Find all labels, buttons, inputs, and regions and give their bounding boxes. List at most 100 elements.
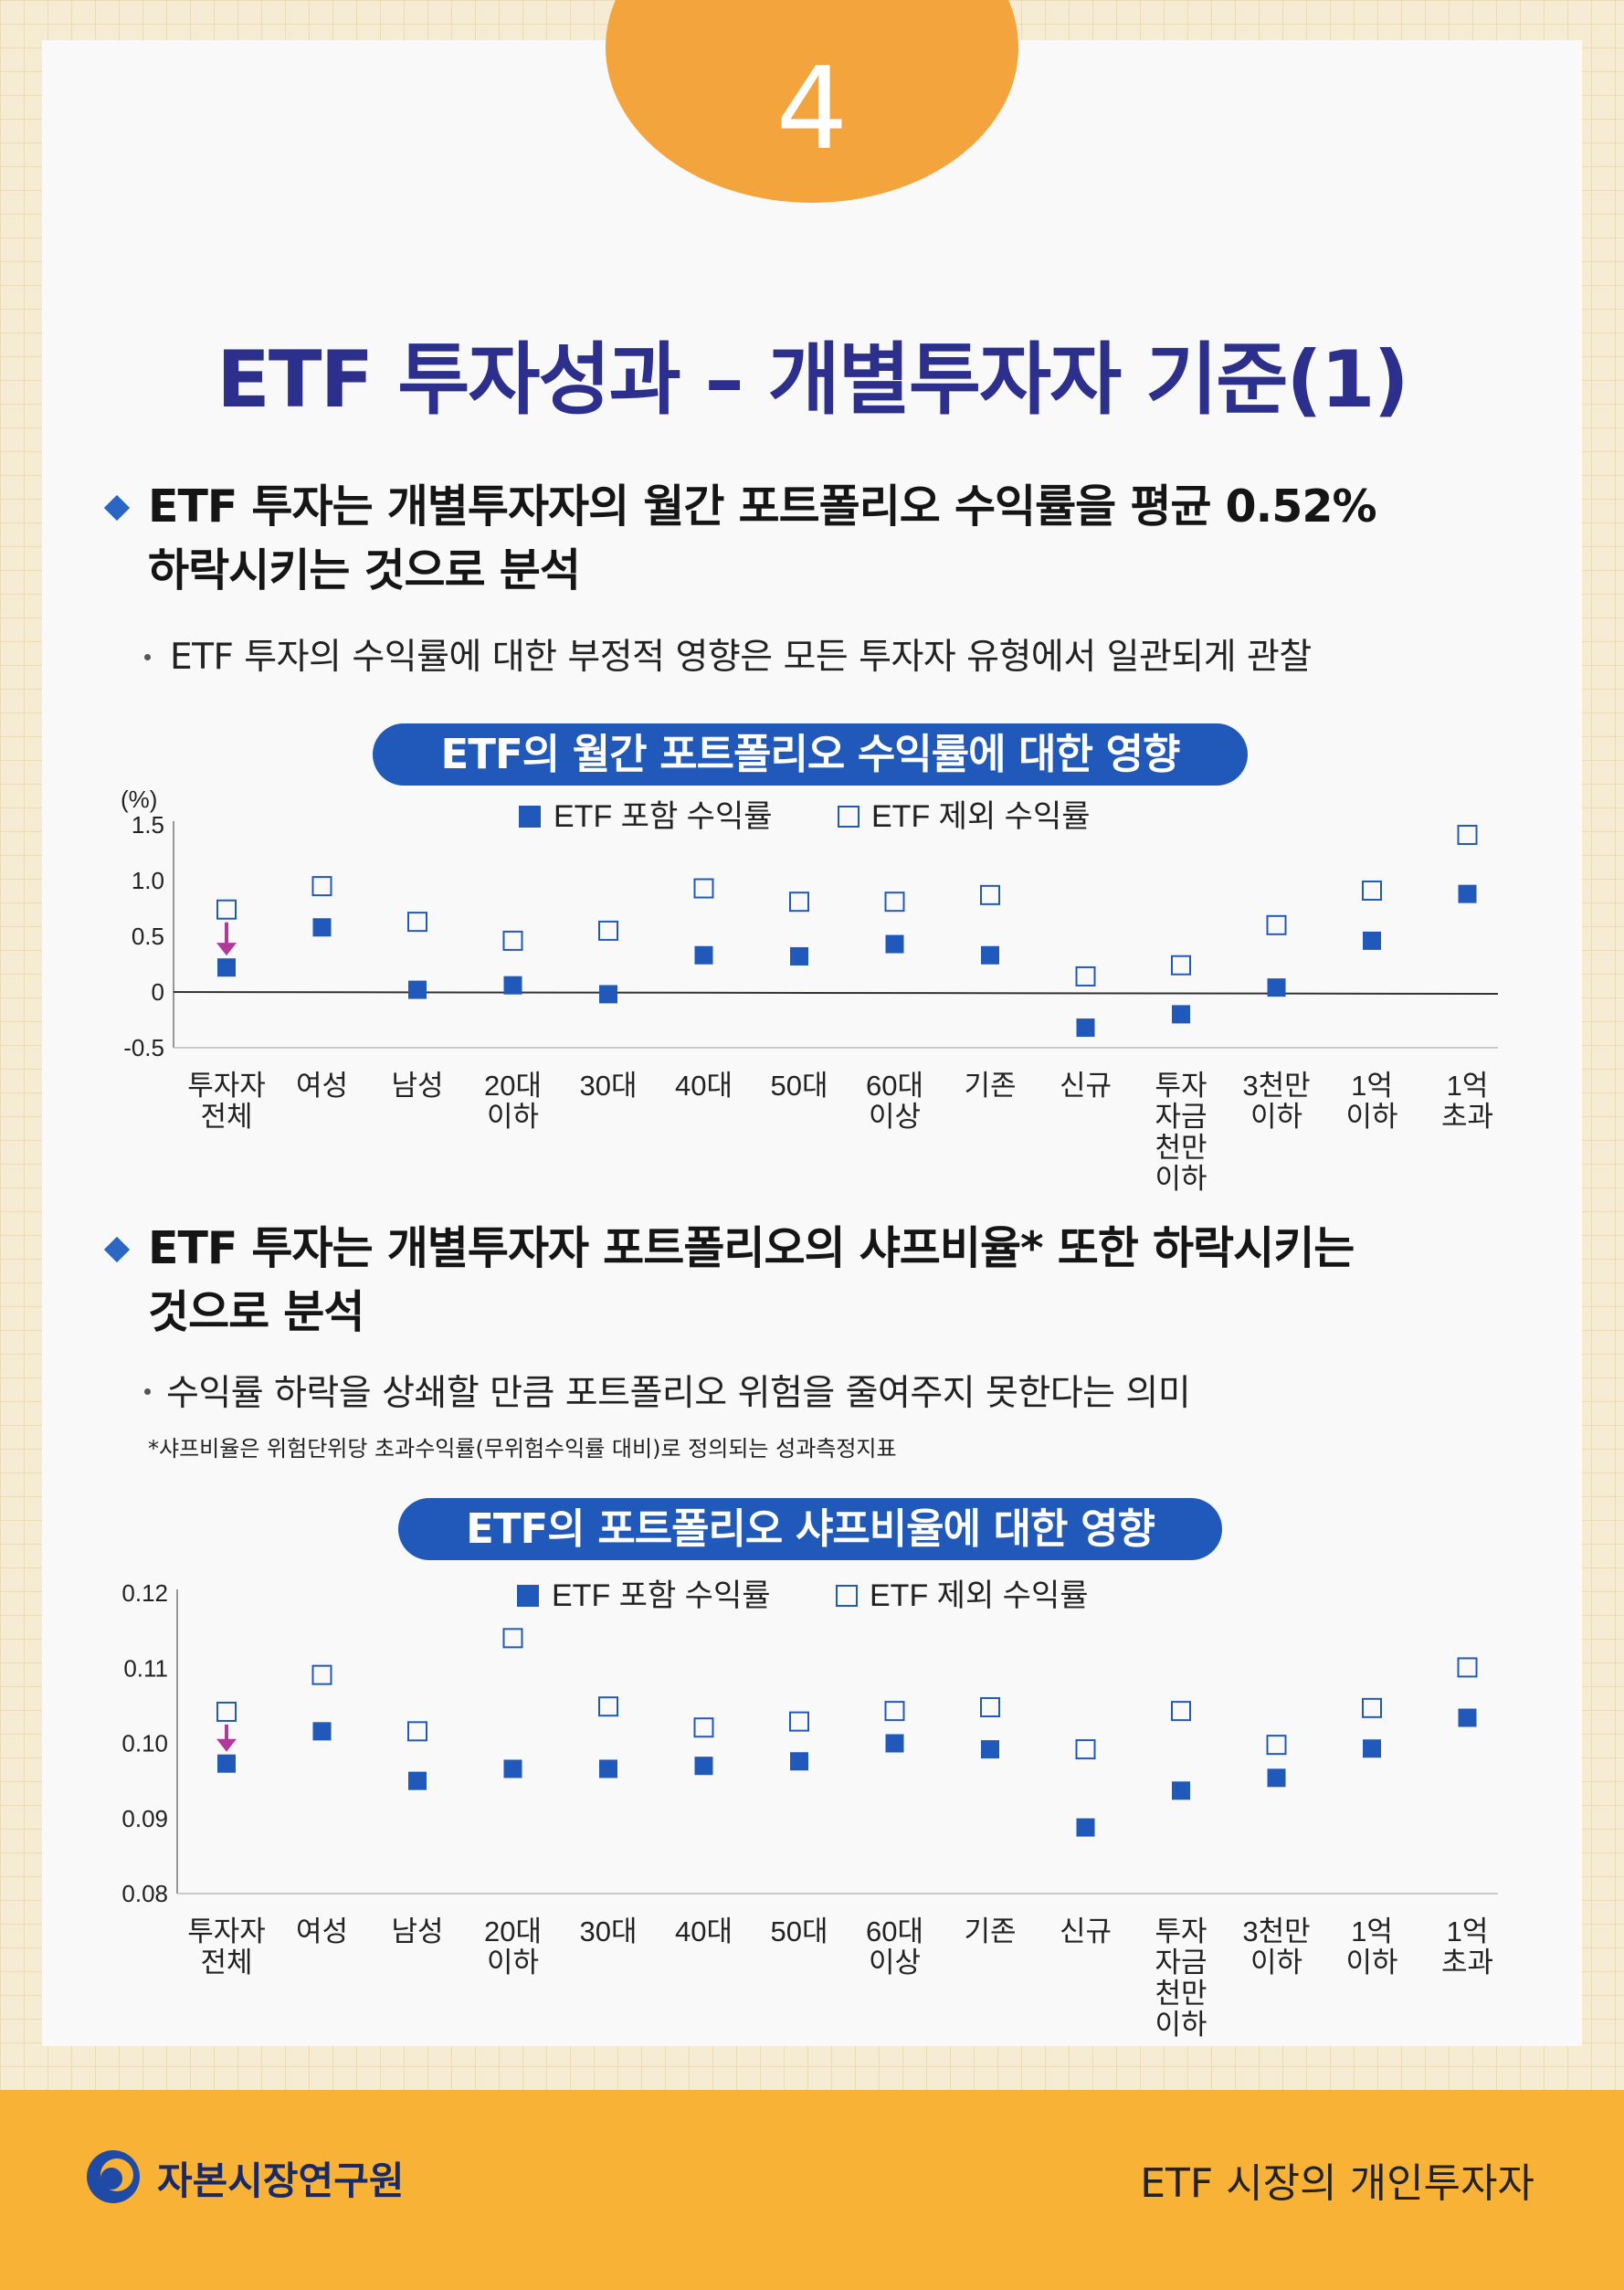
hollow-square-point (502, 930, 523, 951)
filled-square-point (503, 976, 522, 995)
filled-square-point (885, 934, 904, 954)
filled-square-point (1458, 884, 1477, 903)
section2-heading-line2: 것으로 분석 (148, 1286, 364, 1338)
x-tick-label: 투자 (1155, 1915, 1207, 1947)
filled-square-point (503, 1759, 522, 1778)
legend-filled-square-icon (517, 1585, 539, 1607)
page-title: ETF 투자성과 – 개별투자자 기준(1) (216, 334, 1409, 426)
filled-square-point (1172, 1781, 1190, 1800)
hollow-square-point (1266, 1735, 1287, 1756)
hollow-square-point (980, 1697, 1000, 1718)
filled-square-point (885, 1734, 904, 1753)
section1-heading-line2: 하락시키는 것으로 분석 (148, 544, 581, 596)
hollow-square-point (980, 884, 1000, 905)
x-tick-label: 이하 (1345, 1101, 1397, 1133)
x-tick-label: 투자 (1155, 1070, 1207, 1102)
hollow-square-point (502, 1628, 523, 1649)
x-tick-label: 초과 (1441, 1101, 1493, 1133)
x-tick-label: 이하 (1250, 1101, 1302, 1133)
x-tick-label: 50대 (770, 1070, 828, 1102)
arrow-head-icon (216, 1738, 237, 1752)
filled-square-point (1076, 1818, 1095, 1837)
footer: 자본시장연구원 ETF 시장의 개인투자자 (0, 2090, 1624, 2290)
x-tick-label: 이하 (1250, 1947, 1302, 1979)
filled-square-point (694, 945, 713, 965)
legend-hollow-square-icon (838, 806, 859, 828)
bullet-dot-icon (144, 654, 151, 660)
arrow-head-icon (216, 943, 237, 956)
y-tick-label: 0 (152, 978, 164, 1006)
filled-square-point (1267, 1768, 1286, 1788)
x-tick-label: 이상 (869, 1947, 921, 1979)
hollow-square-point (216, 1701, 237, 1722)
chart1-title: ETF의 월간 포트폴리오 수익률에 대한 영향 (373, 723, 1248, 786)
hollow-square-point (884, 892, 905, 913)
section2-bullet: 수익률 하락을 상쇄할 만큼 포트폴리오 위험을 줄여주지 못한다는 의미 (166, 1373, 1191, 1414)
y-tick-label: 0.10 (121, 1730, 168, 1757)
x-tick-label: 이하 (1155, 1163, 1207, 1195)
y-tick-label: 1.0 (132, 867, 164, 894)
x-tick-label: 1억 (1447, 1915, 1489, 1947)
x-tick-label: 30대 (579, 1915, 637, 1947)
page-number: 4 (775, 44, 849, 175)
x-tick-label: 초과 (1441, 1947, 1493, 1979)
x-tick-label: 50대 (770, 1915, 828, 1947)
sharpe-footnote: *샤프비율은 위험단위당 초과수익률(무위험수익률 대비)로 정의되는 성과측정… (148, 1436, 897, 1462)
hollow-square-point (1457, 1657, 1478, 1678)
filled-square-point (312, 1722, 332, 1741)
x-tick-label: 투자자 (187, 1070, 266, 1102)
y-tick-label: 0.11 (123, 1654, 168, 1682)
publication-title: ETF 시장의 개인투자자 (1140, 2160, 1534, 2207)
filled-square-point (790, 946, 808, 966)
zero-line (173, 991, 1499, 995)
legend-label: ETF 제외 수익률 (871, 799, 1091, 834)
hollow-square-point (311, 1664, 332, 1685)
x-tick-label: 1억 (1447, 1070, 1489, 1102)
filled-square-point (790, 1752, 808, 1771)
x-tick-label: 이하 (487, 1101, 539, 1133)
x-tick-label: 60대 (866, 1070, 923, 1102)
x-tick-label: 3천만 (1242, 1915, 1310, 1947)
y-tick-label: 0.12 (121, 1579, 168, 1607)
y-tick-label: 0.09 (121, 1805, 168, 1832)
x-tick-label: 전체 (200, 1947, 252, 1979)
y-tick-label: 0.08 (121, 1880, 168, 1907)
kcmi-logo-icon (87, 2150, 140, 2203)
hollow-square-point (311, 876, 332, 897)
hollow-square-point (789, 892, 809, 913)
bullet-dot-icon (144, 1388, 151, 1395)
filled-square-point (1363, 1739, 1381, 1758)
x-tick-label: 3천만 (1242, 1070, 1310, 1102)
x-tick-label: 이하 (487, 1947, 539, 1979)
filled-square-point (694, 1757, 713, 1776)
filled-square-point (599, 1759, 617, 1778)
hollow-square-point (1457, 824, 1478, 845)
x-tick-label: 이하 (1155, 2009, 1207, 2041)
hollow-square-point (1362, 880, 1382, 901)
legend-label: ETF 포함 수익률 (554, 799, 773, 834)
hollow-square-point (1075, 966, 1096, 987)
filled-square-point (217, 958, 236, 977)
x-tick-label: 여성 (296, 1915, 348, 1947)
hollow-square-point (1171, 1701, 1191, 1722)
x-tick-label: 천만 (1155, 1978, 1207, 2010)
hollow-square-point (1266, 914, 1287, 935)
hollow-square-point (693, 878, 714, 899)
x-tick-label: 자금 (1155, 1101, 1207, 1133)
x-tick-label: 남성 (391, 1915, 443, 1947)
x-tick-label: 기존 (964, 1915, 1016, 1947)
x-tick-label: 이상 (869, 1101, 921, 1133)
x-tick-label: 40대 (675, 1915, 733, 1947)
x-tick-label: 신규 (1060, 1070, 1112, 1102)
section1-heading-line1: ETF 투자는 개별투자자의 월간 포트폴리오 수익률을 평균 0.52% (148, 480, 1377, 533)
hollow-square-point (598, 1696, 618, 1717)
x-tick-label: 전체 (200, 1101, 252, 1133)
filled-square-point (1363, 931, 1381, 950)
x-tick-label: 30대 (579, 1070, 637, 1102)
filled-square-point (1267, 978, 1286, 997)
section2-heading: ETF 투자는 개별투자자 포트폴리오의 샤프비율* 또한 하락시키는 것으로 … (148, 1217, 1355, 1345)
legend-filled-square-icon (519, 806, 541, 828)
x-tick-label: 투자자 (187, 1915, 266, 1947)
legend-hollow-square-icon (836, 1585, 858, 1607)
